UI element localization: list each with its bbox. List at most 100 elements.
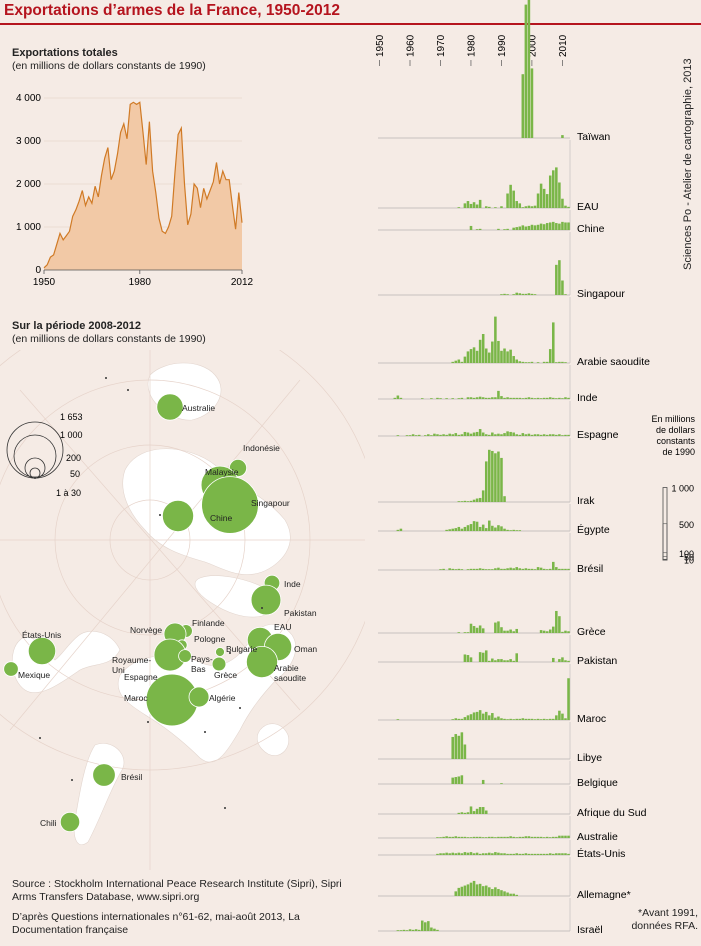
bar bbox=[530, 224, 534, 230]
bar bbox=[466, 569, 470, 570]
bar bbox=[481, 886, 485, 896]
bar bbox=[500, 294, 503, 295]
bar bbox=[393, 397, 397, 399]
bar bbox=[515, 567, 518, 570]
bar bbox=[439, 837, 442, 838]
bar bbox=[524, 568, 528, 570]
bar bbox=[454, 891, 458, 896]
bar bbox=[555, 264, 558, 295]
country-label-line: saoudite bbox=[274, 673, 306, 683]
bar bbox=[530, 293, 534, 295]
bar bbox=[539, 183, 543, 208]
bar bbox=[539, 223, 543, 230]
bar bbox=[518, 397, 522, 399]
size-legend-label: 1 à 30 bbox=[56, 488, 81, 498]
recipient-label: Brésil bbox=[577, 563, 603, 575]
bar bbox=[536, 193, 540, 208]
bar bbox=[454, 836, 458, 838]
bar bbox=[399, 528, 403, 531]
bar bbox=[427, 921, 430, 931]
bar bbox=[451, 398, 454, 399]
bar bbox=[463, 526, 467, 531]
bar bbox=[512, 432, 515, 436]
bar bbox=[436, 837, 439, 838]
recipient-row: Maroc bbox=[378, 664, 606, 725]
bar bbox=[555, 398, 558, 399]
y-tick-label: 0 bbox=[35, 265, 41, 276]
bar bbox=[506, 853, 509, 855]
country-bubble bbox=[188, 686, 210, 708]
bar bbox=[469, 397, 473, 399]
bar bbox=[481, 837, 485, 838]
bar bbox=[558, 361, 561, 363]
bar bbox=[472, 347, 476, 363]
bar bbox=[506, 193, 509, 208]
bar bbox=[500, 396, 503, 399]
bar bbox=[460, 569, 464, 570]
bar bbox=[539, 398, 543, 399]
bar bbox=[469, 623, 473, 633]
bar bbox=[503, 293, 506, 295]
recipient-row: Arabie saoudite bbox=[378, 297, 650, 368]
title-rule bbox=[0, 23, 701, 25]
country-label: Algérie bbox=[209, 693, 236, 703]
bar bbox=[466, 397, 470, 399]
recipient-label: Belgique bbox=[577, 777, 618, 789]
bar bbox=[472, 712, 476, 720]
bar bbox=[478, 652, 482, 662]
bar bbox=[491, 836, 494, 838]
recipient-row: Irak bbox=[378, 438, 595, 507]
bar bbox=[460, 501, 464, 502]
scale-label: 1 000 bbox=[671, 484, 694, 494]
bar bbox=[512, 294, 515, 295]
bar bbox=[512, 227, 515, 230]
bar bbox=[558, 659, 561, 662]
bar bbox=[533, 853, 537, 855]
bar bbox=[548, 222, 552, 230]
bar bbox=[530, 836, 534, 838]
bar bbox=[445, 836, 448, 838]
bar bbox=[564, 434, 567, 436]
bar bbox=[475, 498, 479, 502]
country-label: EAU bbox=[274, 622, 291, 632]
bar bbox=[533, 569, 537, 570]
bar bbox=[555, 434, 558, 436]
bar bbox=[488, 434, 491, 436]
bar bbox=[503, 229, 506, 230]
bar bbox=[491, 341, 494, 363]
bar bbox=[491, 658, 494, 662]
bar bbox=[515, 837, 518, 838]
bar bbox=[445, 852, 448, 855]
bar bbox=[469, 433, 473, 436]
country-label: Chine bbox=[210, 513, 232, 523]
bar bbox=[518, 718, 522, 720]
bar bbox=[555, 223, 558, 230]
bar bbox=[408, 435, 412, 436]
country-label: Grèce bbox=[214, 670, 237, 680]
bar bbox=[457, 718, 461, 720]
y-tick-label: 1 000 bbox=[16, 222, 41, 233]
bar bbox=[567, 434, 570, 436]
bar bbox=[424, 435, 427, 436]
bar bbox=[521, 225, 525, 230]
bar bbox=[491, 432, 494, 436]
bar bbox=[484, 434, 488, 436]
bar bbox=[484, 461, 488, 502]
recipient-row: Singapour bbox=[378, 232, 625, 300]
bar bbox=[527, 205, 531, 208]
bar bbox=[417, 929, 421, 931]
bar bbox=[530, 397, 534, 399]
bar bbox=[512, 568, 515, 570]
recipient-label: Israël bbox=[577, 924, 603, 936]
bar bbox=[500, 206, 503, 208]
country-bubble bbox=[211, 656, 227, 672]
bar bbox=[454, 734, 458, 759]
bar bbox=[539, 630, 543, 633]
bar bbox=[530, 568, 534, 570]
bar bbox=[466, 632, 470, 633]
bar bbox=[545, 223, 549, 230]
bar bbox=[542, 188, 546, 208]
bar bbox=[457, 836, 461, 838]
bar bbox=[497, 433, 500, 436]
